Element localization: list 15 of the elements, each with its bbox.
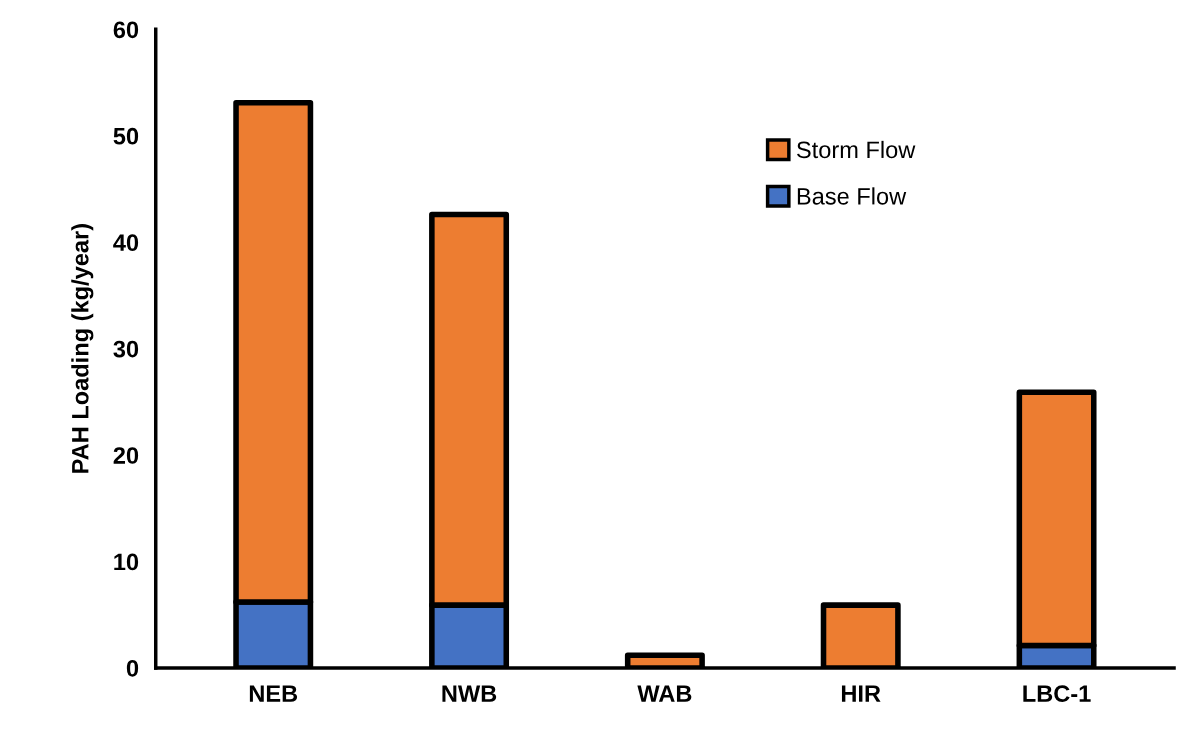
x-tick-label: NEB <box>249 685 298 702</box>
y-tick-label: 30 <box>113 340 139 358</box>
x-tick-label: HIR <box>841 685 881 702</box>
y-tick-label: 20 <box>113 447 139 464</box>
y-tick-label: 10 <box>114 553 139 571</box>
legend-label: Base Flow <box>797 187 907 205</box>
y-axis-title: PAH Loading (kg/year) <box>71 224 94 473</box>
x-tick-label: NWB <box>442 685 497 702</box>
y-tick-label: 50 <box>113 127 139 145</box>
x-tick-label: WAB <box>637 685 692 702</box>
x-tick-label: LBC-1 <box>1023 685 1091 702</box>
y-tick-label: 60 <box>113 21 139 39</box>
legend-label: Storm Flow <box>797 140 916 159</box>
y-tick-label: 0 <box>126 660 139 677</box>
y-tick-label: 40 <box>113 234 139 252</box>
